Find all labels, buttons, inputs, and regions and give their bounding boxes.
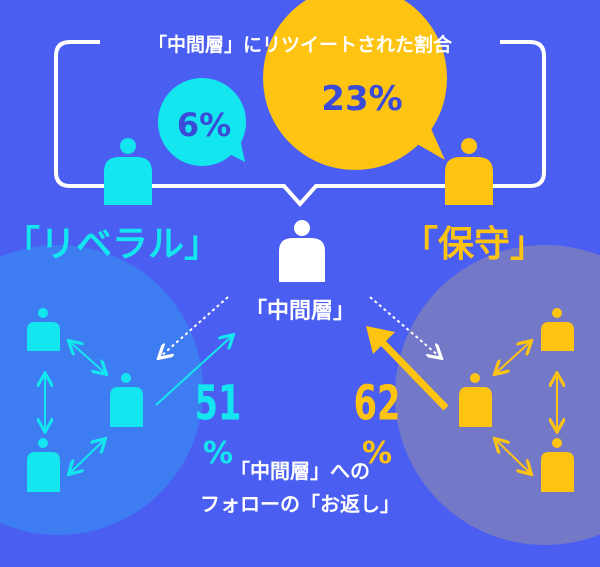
person-icon xyxy=(459,373,492,427)
middle-label: 「中間層」 xyxy=(245,299,355,324)
caption-line2: フォローの「お返し」 xyxy=(200,492,400,516)
double-arrow-icon xyxy=(496,342,530,373)
caption-line1: 「中間層」への xyxy=(230,459,370,483)
double-arrow-icon xyxy=(70,342,105,373)
speech-bubble-icon xyxy=(158,78,246,166)
conservative-followback-arrow xyxy=(366,326,449,411)
person-icon xyxy=(104,138,152,205)
liberal-followback-unit: % xyxy=(203,436,233,471)
person-icon xyxy=(445,138,493,205)
conservative-followback-unit: % xyxy=(362,436,392,471)
person-icon xyxy=(27,438,60,492)
conservative-cluster-circle xyxy=(395,245,600,545)
person-icon xyxy=(541,438,574,492)
person-icon xyxy=(27,308,60,351)
title: 「中間層」にリツイートされた割合 xyxy=(148,33,453,56)
person-icon xyxy=(541,308,574,351)
speech-bubble-icon xyxy=(263,0,447,170)
liberal-retweet-pct: 6% xyxy=(177,106,231,144)
conservative-label: 「保守」 xyxy=(402,224,546,265)
double-arrow-icon xyxy=(496,440,530,473)
double-arrow-icon xyxy=(70,440,104,473)
person-icon xyxy=(110,373,143,427)
person-icon xyxy=(279,220,325,282)
liberal-label: 「リベラル」 xyxy=(4,224,220,265)
liberal-followback-value: 51 xyxy=(195,374,242,431)
conservative-retweet-pct: 23% xyxy=(321,79,402,119)
conservative-followback-value: 62 xyxy=(354,374,401,431)
bracket-frame xyxy=(54,40,546,208)
liberal-followback-arrow xyxy=(155,336,232,406)
